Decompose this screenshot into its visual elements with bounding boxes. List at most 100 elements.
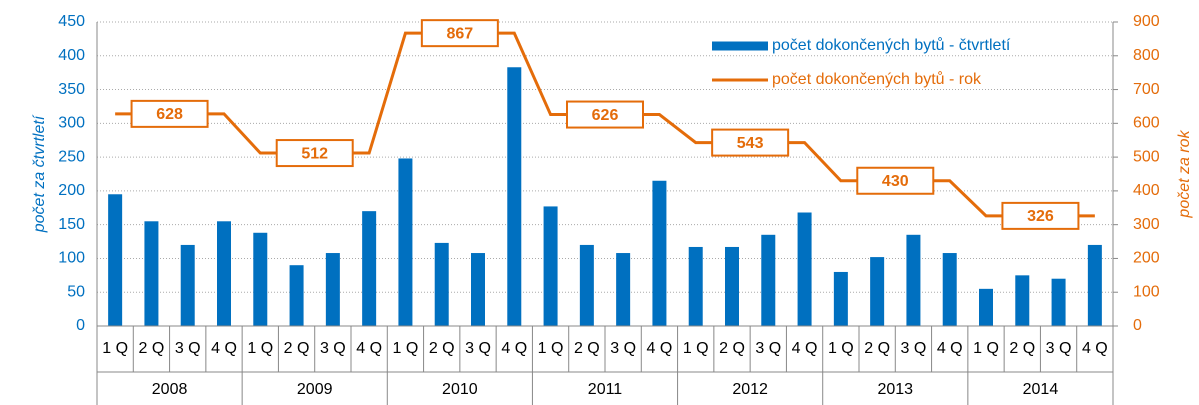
bar	[616, 253, 631, 326]
y2-tick-label: 100	[1133, 283, 1160, 300]
y2-tick-label: 300	[1133, 216, 1160, 233]
y2-tick-label: 200	[1133, 250, 1160, 267]
x-tick-label: 4 Q	[1082, 340, 1108, 357]
data-label-box	[856, 166, 935, 195]
group-label: 2009	[297, 381, 333, 398]
data-label-box	[130, 99, 209, 128]
bar	[725, 246, 739, 326]
x-tick-label: 3 Q	[901, 340, 927, 357]
x-tick-label: 4 Q	[356, 340, 382, 357]
group-label: 2013	[877, 381, 913, 398]
x-tick-label: 4 Q	[792, 340, 818, 357]
y-tick-label: 350	[58, 81, 85, 98]
x-tick-label: 2 Q	[429, 340, 455, 357]
bar	[217, 221, 231, 326]
bar	[797, 212, 812, 326]
y2-axis-label: počet za rok	[1176, 129, 1193, 218]
bar	[144, 221, 159, 326]
group-label: 2010	[442, 381, 478, 398]
data-label: 326	[1027, 208, 1054, 225]
bar	[906, 234, 921, 326]
x-tick-label: 1 Q	[393, 340, 419, 357]
y-tick-label: 0	[76, 317, 85, 334]
y2-tick-label: 400	[1133, 182, 1160, 199]
data-label-box	[711, 128, 790, 157]
bar	[180, 244, 195, 326]
x-tick-label: 1 Q	[683, 340, 709, 357]
y-tick-label: 400	[58, 47, 85, 64]
y-tick-label: 150	[58, 216, 85, 233]
x-tick-label: 2 Q	[284, 340, 310, 357]
bar	[870, 257, 885, 326]
y-tick-label: 300	[58, 115, 85, 132]
x-tick-label: 3 Q	[465, 340, 491, 357]
x-tick-label: 3 Q	[755, 340, 781, 357]
x-tick-label: 3 Q	[320, 340, 346, 357]
y2-tick-label: 700	[1133, 81, 1160, 98]
bar	[942, 253, 957, 326]
data-label: 543	[737, 135, 764, 152]
x-tick-label: 2 Q	[1009, 340, 1035, 357]
x-tick-label: 1 Q	[102, 340, 128, 357]
x-tick-label: 1 Q	[828, 340, 854, 357]
group-label: 2014	[1023, 381, 1059, 398]
x-tick-label: 1 Q	[973, 340, 999, 357]
bar	[979, 288, 993, 326]
bar	[652, 180, 667, 326]
bar	[1087, 244, 1102, 326]
data-label-box	[566, 100, 644, 129]
x-tick-label: 2 Q	[574, 340, 600, 357]
bar	[471, 253, 485, 326]
y-tick-label: 450	[58, 13, 85, 30]
y2-tick-label: 500	[1133, 148, 1160, 165]
y-tick-label: 50	[67, 283, 85, 300]
y-tick-label: 250	[58, 148, 85, 165]
data-label: 867	[447, 25, 474, 42]
bar	[543, 206, 558, 326]
bar	[325, 253, 340, 326]
legend-label: počet dokončených bytů - čtvrtletí	[772, 36, 1011, 54]
x-tick-label: 3 Q	[1046, 340, 1072, 357]
group-label: 2012	[732, 381, 768, 398]
bar	[108, 194, 123, 326]
bar	[289, 265, 304, 326]
bar	[833, 271, 848, 326]
data-label-box	[1001, 201, 1080, 230]
y2-tick-label: 600	[1133, 115, 1160, 132]
data-label: 430	[882, 173, 909, 190]
y-axis-label: počet za čtvrtletí	[31, 114, 48, 233]
x-tick-label: 4 Q	[211, 340, 237, 357]
x-tick-label: 3 Q	[175, 340, 201, 357]
bar	[579, 244, 594, 326]
group-label: 2011	[588, 381, 623, 398]
data-label: 626	[592, 107, 619, 124]
bar	[253, 232, 268, 326]
bar	[761, 234, 776, 326]
y-tick-label: 100	[58, 250, 85, 267]
x-tick-label: 2 Q	[719, 340, 745, 357]
y2-tick-label: 800	[1133, 47, 1160, 64]
bar	[1051, 278, 1066, 326]
bar	[507, 67, 522, 327]
x-tick-label: 1 Q	[247, 340, 273, 357]
bar	[434, 242, 449, 326]
bar	[398, 158, 413, 326]
x-tick-label: 4 Q	[937, 340, 963, 357]
x-tick-label: 4 Q	[647, 340, 673, 357]
x-tick-label: 4 Q	[501, 340, 527, 357]
y2-tick-label: 0	[1133, 317, 1142, 334]
bar	[362, 211, 377, 326]
data-label-box	[420, 19, 499, 48]
x-tick-label: 3 Q	[610, 340, 636, 357]
data-label-box	[275, 139, 354, 168]
x-tick-label: 1 Q	[538, 340, 564, 357]
y2-tick-label: 900	[1133, 13, 1160, 30]
group-label: 2008	[152, 381, 188, 398]
y-tick-label: 200	[58, 182, 85, 199]
data-label: 628	[156, 106, 183, 123]
bar	[1015, 275, 1030, 326]
legend-label: počet dokončených bytů - rok	[772, 70, 982, 88]
bar	[688, 246, 703, 326]
x-tick-label: 2 Q	[864, 340, 890, 357]
